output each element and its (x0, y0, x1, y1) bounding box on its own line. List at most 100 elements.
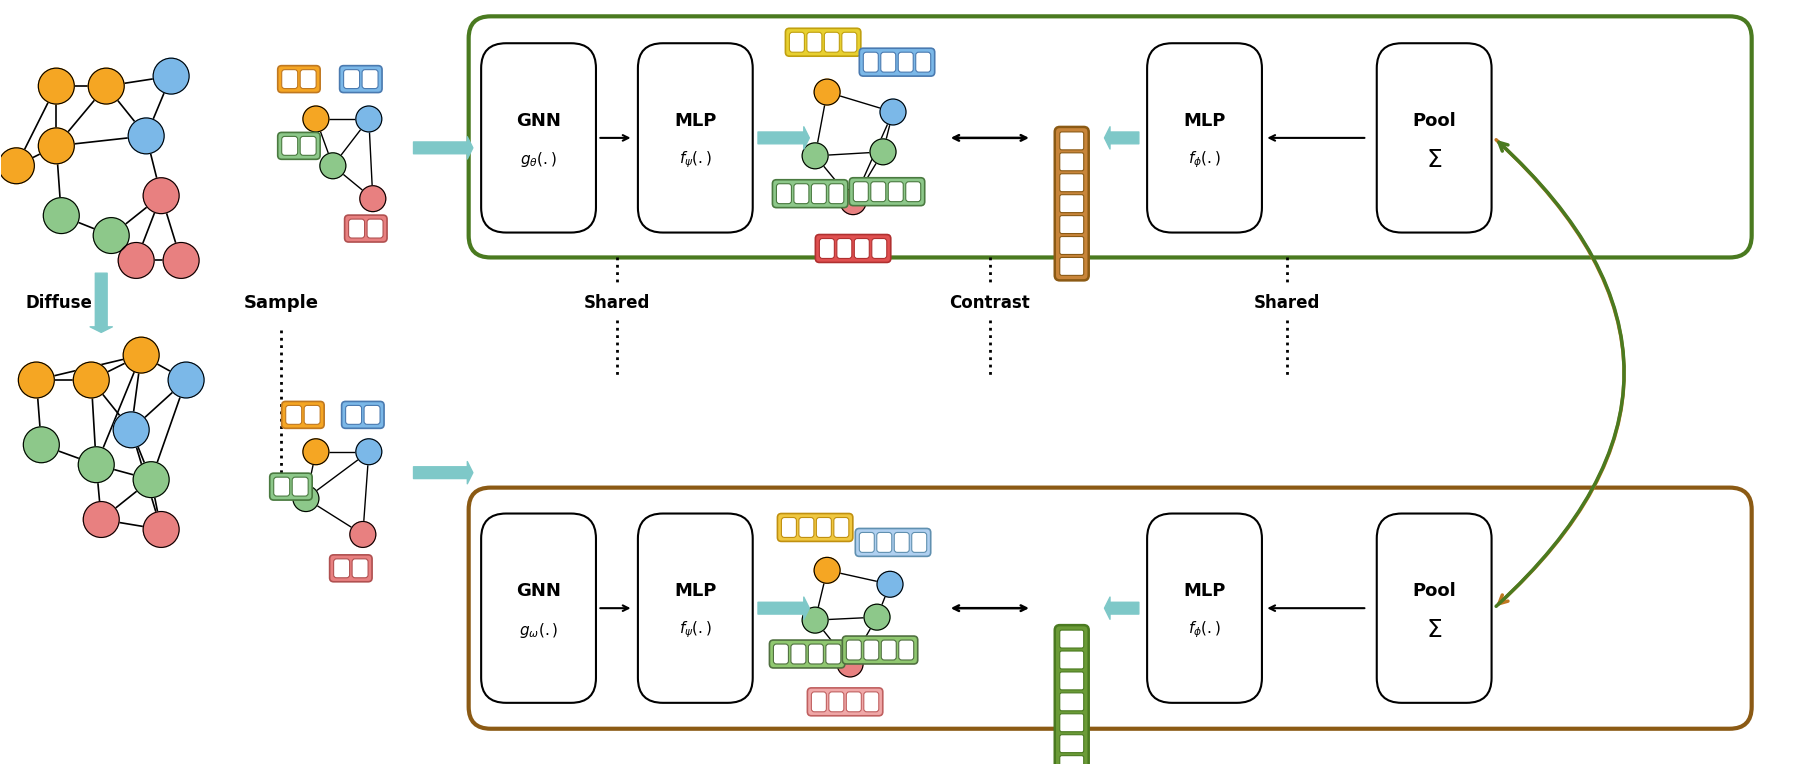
FancyBboxPatch shape (1060, 236, 1084, 255)
FancyBboxPatch shape (809, 644, 823, 664)
Text: MLP: MLP (1184, 112, 1225, 130)
FancyBboxPatch shape (863, 640, 879, 660)
FancyBboxPatch shape (1146, 513, 1261, 703)
Text: $f_{\phi}(.)$: $f_{\phi}(.)$ (1188, 149, 1222, 170)
Circle shape (840, 189, 867, 215)
Circle shape (93, 217, 129, 253)
Circle shape (361, 186, 386, 212)
FancyBboxPatch shape (1060, 672, 1084, 690)
FancyBboxPatch shape (300, 70, 316, 89)
Text: Pool: Pool (1412, 582, 1457, 601)
FancyBboxPatch shape (849, 177, 924, 206)
Circle shape (319, 153, 346, 179)
FancyBboxPatch shape (282, 136, 298, 155)
FancyBboxPatch shape (348, 219, 364, 238)
FancyBboxPatch shape (893, 532, 910, 552)
Circle shape (350, 522, 375, 548)
FancyBboxPatch shape (836, 239, 852, 259)
FancyBboxPatch shape (825, 644, 841, 664)
Text: MLP: MLP (675, 112, 716, 130)
FancyBboxPatch shape (911, 532, 927, 552)
FancyBboxPatch shape (816, 517, 831, 538)
Circle shape (144, 177, 179, 213)
Text: MLP: MLP (1184, 582, 1225, 601)
FancyBboxPatch shape (278, 132, 319, 159)
Circle shape (133, 462, 169, 497)
FancyBboxPatch shape (1376, 44, 1491, 233)
Circle shape (169, 362, 205, 398)
FancyBboxPatch shape (341, 402, 384, 428)
Circle shape (838, 651, 863, 677)
FancyBboxPatch shape (825, 32, 840, 52)
Text: Diffuse: Diffuse (25, 295, 93, 312)
FancyBboxPatch shape (820, 239, 834, 259)
Circle shape (355, 439, 382, 464)
FancyBboxPatch shape (770, 640, 845, 668)
Circle shape (88, 68, 124, 104)
FancyBboxPatch shape (899, 52, 913, 72)
FancyBboxPatch shape (269, 474, 312, 500)
Circle shape (113, 412, 149, 448)
FancyBboxPatch shape (1060, 258, 1084, 275)
Text: $g_{\theta}(.)$: $g_{\theta}(.)$ (520, 150, 558, 169)
FancyBboxPatch shape (1146, 44, 1261, 233)
FancyBboxPatch shape (789, 32, 804, 52)
FancyBboxPatch shape (782, 517, 797, 538)
FancyBboxPatch shape (300, 136, 316, 155)
FancyBboxPatch shape (847, 692, 861, 711)
Circle shape (43, 197, 79, 233)
FancyBboxPatch shape (854, 182, 868, 202)
FancyBboxPatch shape (807, 32, 822, 52)
Text: GNN: GNN (517, 582, 562, 601)
Circle shape (144, 512, 179, 548)
Text: $f_{\psi}(.)$: $f_{\psi}(.)$ (678, 620, 712, 640)
Circle shape (163, 243, 199, 278)
FancyBboxPatch shape (1060, 174, 1084, 192)
FancyBboxPatch shape (481, 44, 596, 233)
FancyBboxPatch shape (1376, 513, 1491, 703)
Circle shape (38, 68, 74, 104)
FancyBboxPatch shape (282, 70, 298, 89)
Circle shape (83, 502, 118, 538)
FancyBboxPatch shape (777, 184, 791, 203)
FancyBboxPatch shape (870, 182, 886, 202)
FancyBboxPatch shape (856, 529, 931, 556)
FancyBboxPatch shape (305, 405, 319, 425)
FancyBboxPatch shape (282, 402, 325, 428)
Circle shape (0, 148, 34, 184)
FancyBboxPatch shape (481, 513, 596, 703)
Text: Shared: Shared (1254, 295, 1320, 312)
Circle shape (355, 106, 382, 132)
FancyBboxPatch shape (877, 532, 892, 552)
FancyBboxPatch shape (841, 32, 858, 52)
FancyBboxPatch shape (906, 182, 920, 202)
Circle shape (870, 139, 895, 164)
FancyBboxPatch shape (791, 644, 806, 664)
Text: MLP: MLP (675, 582, 716, 601)
FancyBboxPatch shape (872, 239, 886, 259)
FancyBboxPatch shape (285, 405, 301, 425)
FancyBboxPatch shape (795, 184, 809, 203)
FancyBboxPatch shape (1055, 127, 1089, 280)
Circle shape (18, 362, 54, 398)
FancyBboxPatch shape (777, 513, 852, 542)
Circle shape (38, 128, 74, 164)
Circle shape (127, 118, 163, 154)
FancyBboxPatch shape (863, 692, 879, 711)
FancyBboxPatch shape (807, 688, 883, 716)
FancyBboxPatch shape (811, 184, 827, 203)
FancyBboxPatch shape (344, 215, 388, 242)
FancyBboxPatch shape (334, 559, 350, 578)
Circle shape (802, 143, 829, 169)
Text: Contrast: Contrast (949, 295, 1030, 312)
Text: $f_{\phi}(.)$: $f_{\phi}(.)$ (1188, 620, 1222, 640)
FancyBboxPatch shape (834, 517, 849, 538)
Text: Shared: Shared (585, 295, 651, 312)
FancyBboxPatch shape (292, 477, 309, 496)
FancyBboxPatch shape (352, 559, 368, 578)
FancyBboxPatch shape (847, 640, 861, 660)
FancyBboxPatch shape (1060, 714, 1084, 732)
Circle shape (881, 99, 906, 125)
FancyBboxPatch shape (1060, 194, 1084, 213)
FancyBboxPatch shape (773, 644, 788, 664)
